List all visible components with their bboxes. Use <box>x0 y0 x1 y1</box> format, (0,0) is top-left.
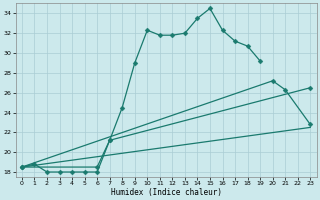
X-axis label: Humidex (Indice chaleur): Humidex (Indice chaleur) <box>111 188 221 197</box>
